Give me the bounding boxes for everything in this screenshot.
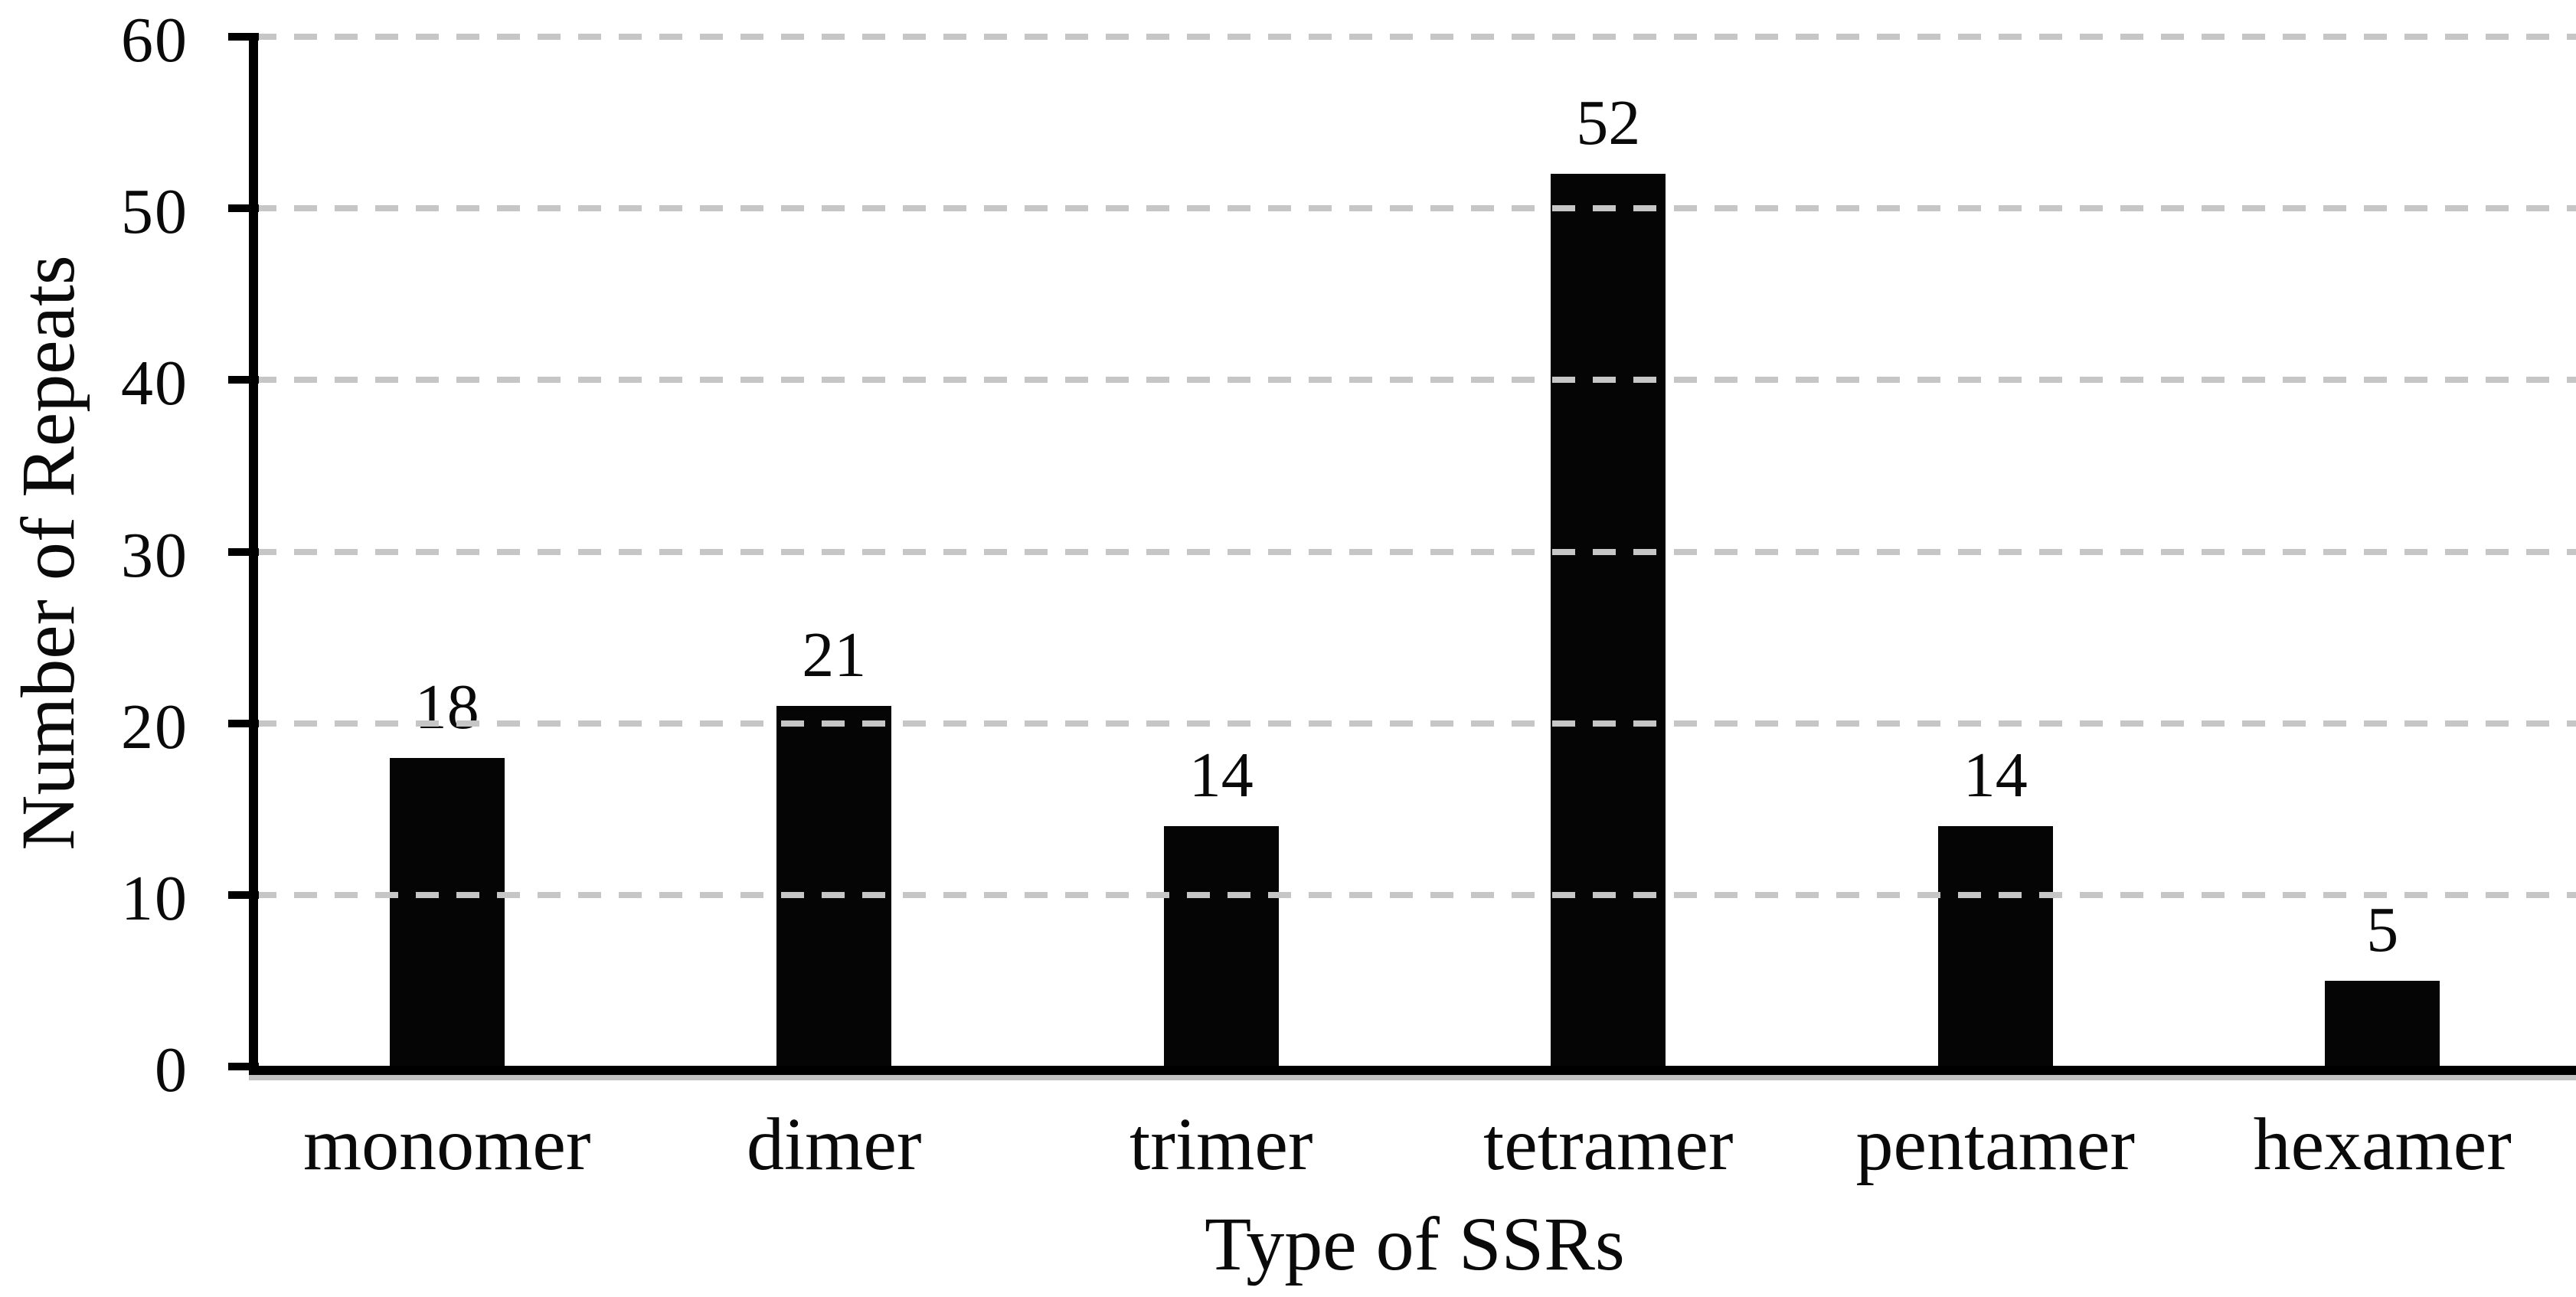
bar-value-hexamer: 5: [2366, 894, 2399, 965]
y-tick-0: [228, 1063, 259, 1070]
y-tick-label-50: 50: [121, 176, 188, 248]
gridline-10: [253, 891, 2576, 898]
gridline-60: [253, 34, 2576, 40]
y-tick-label-60: 60: [121, 5, 188, 76]
y-tick-50: [228, 204, 259, 213]
bar-value-dimer: 21: [802, 619, 867, 691]
bar-value-pentamer: 14: [1963, 740, 2028, 812]
y-tick-label-0: 0: [155, 1034, 188, 1106]
category-label-hexamer: hexamer: [2253, 1103, 2512, 1186]
gridline-20: [253, 720, 2576, 727]
bar-trimer: [1163, 826, 1279, 1067]
category-label-row: monomer dimer trimer tetramer pentamer hexame…: [253, 1099, 2576, 1190]
category-label-trimer: trimer: [1129, 1103, 1313, 1186]
bars-row: 18 21 14 52 14 5: [253, 37, 2576, 1067]
gridline-30: [253, 548, 2576, 555]
gridline-50: [253, 205, 2576, 212]
bar-value-tetramer: 52: [1576, 87, 1641, 159]
y-tick-20: [228, 719, 259, 727]
category-label-tetramer: tetramer: [1483, 1103, 1734, 1186]
gridline-40: [253, 377, 2576, 384]
bar-hexamer: [2325, 980, 2440, 1067]
bar-slot-trimer: 14: [1028, 37, 1415, 1067]
y-tick-10: [228, 890, 259, 899]
y-tick-label-30: 30: [121, 519, 188, 591]
x-axis-line: [249, 1066, 2576, 1075]
bar-slot-pentamer: 14: [1802, 37, 2189, 1067]
y-tick-30: [228, 547, 259, 556]
y-tick-label-10: 10: [121, 862, 188, 934]
bar-monomer: [389, 757, 505, 1067]
y-tick-40: [228, 376, 259, 384]
bar-pentamer: [1937, 826, 2053, 1067]
category-label-monomer: monomer: [302, 1103, 591, 1186]
bar-tetramer: [1551, 174, 1666, 1067]
y-tick-60: [228, 33, 259, 41]
bar-dimer: [776, 706, 892, 1067]
y-tick-label-40: 40: [121, 348, 188, 420]
category-label-dimer: dimer: [746, 1103, 922, 1186]
x-axis-shadow: [249, 1075, 2576, 1080]
bar-slot-monomer: 18: [253, 37, 641, 1067]
bar-slot-dimer: 21: [641, 37, 1028, 1067]
y-tick-label-20: 20: [121, 691, 188, 763]
plot-area: 18 21 14 52 14 5: [253, 34, 2576, 1067]
bar-slot-tetramer: 52: [1415, 37, 1803, 1067]
category-label-pentamer: pentamer: [1855, 1103, 2136, 1186]
x-axis-title: Type of SSRs: [1205, 1201, 1625, 1286]
bar-slot-hexamer: 5: [2189, 37, 2576, 1067]
bar-value-trimer: 14: [1188, 740, 1254, 812]
bar-value-monomer: 18: [414, 671, 479, 743]
